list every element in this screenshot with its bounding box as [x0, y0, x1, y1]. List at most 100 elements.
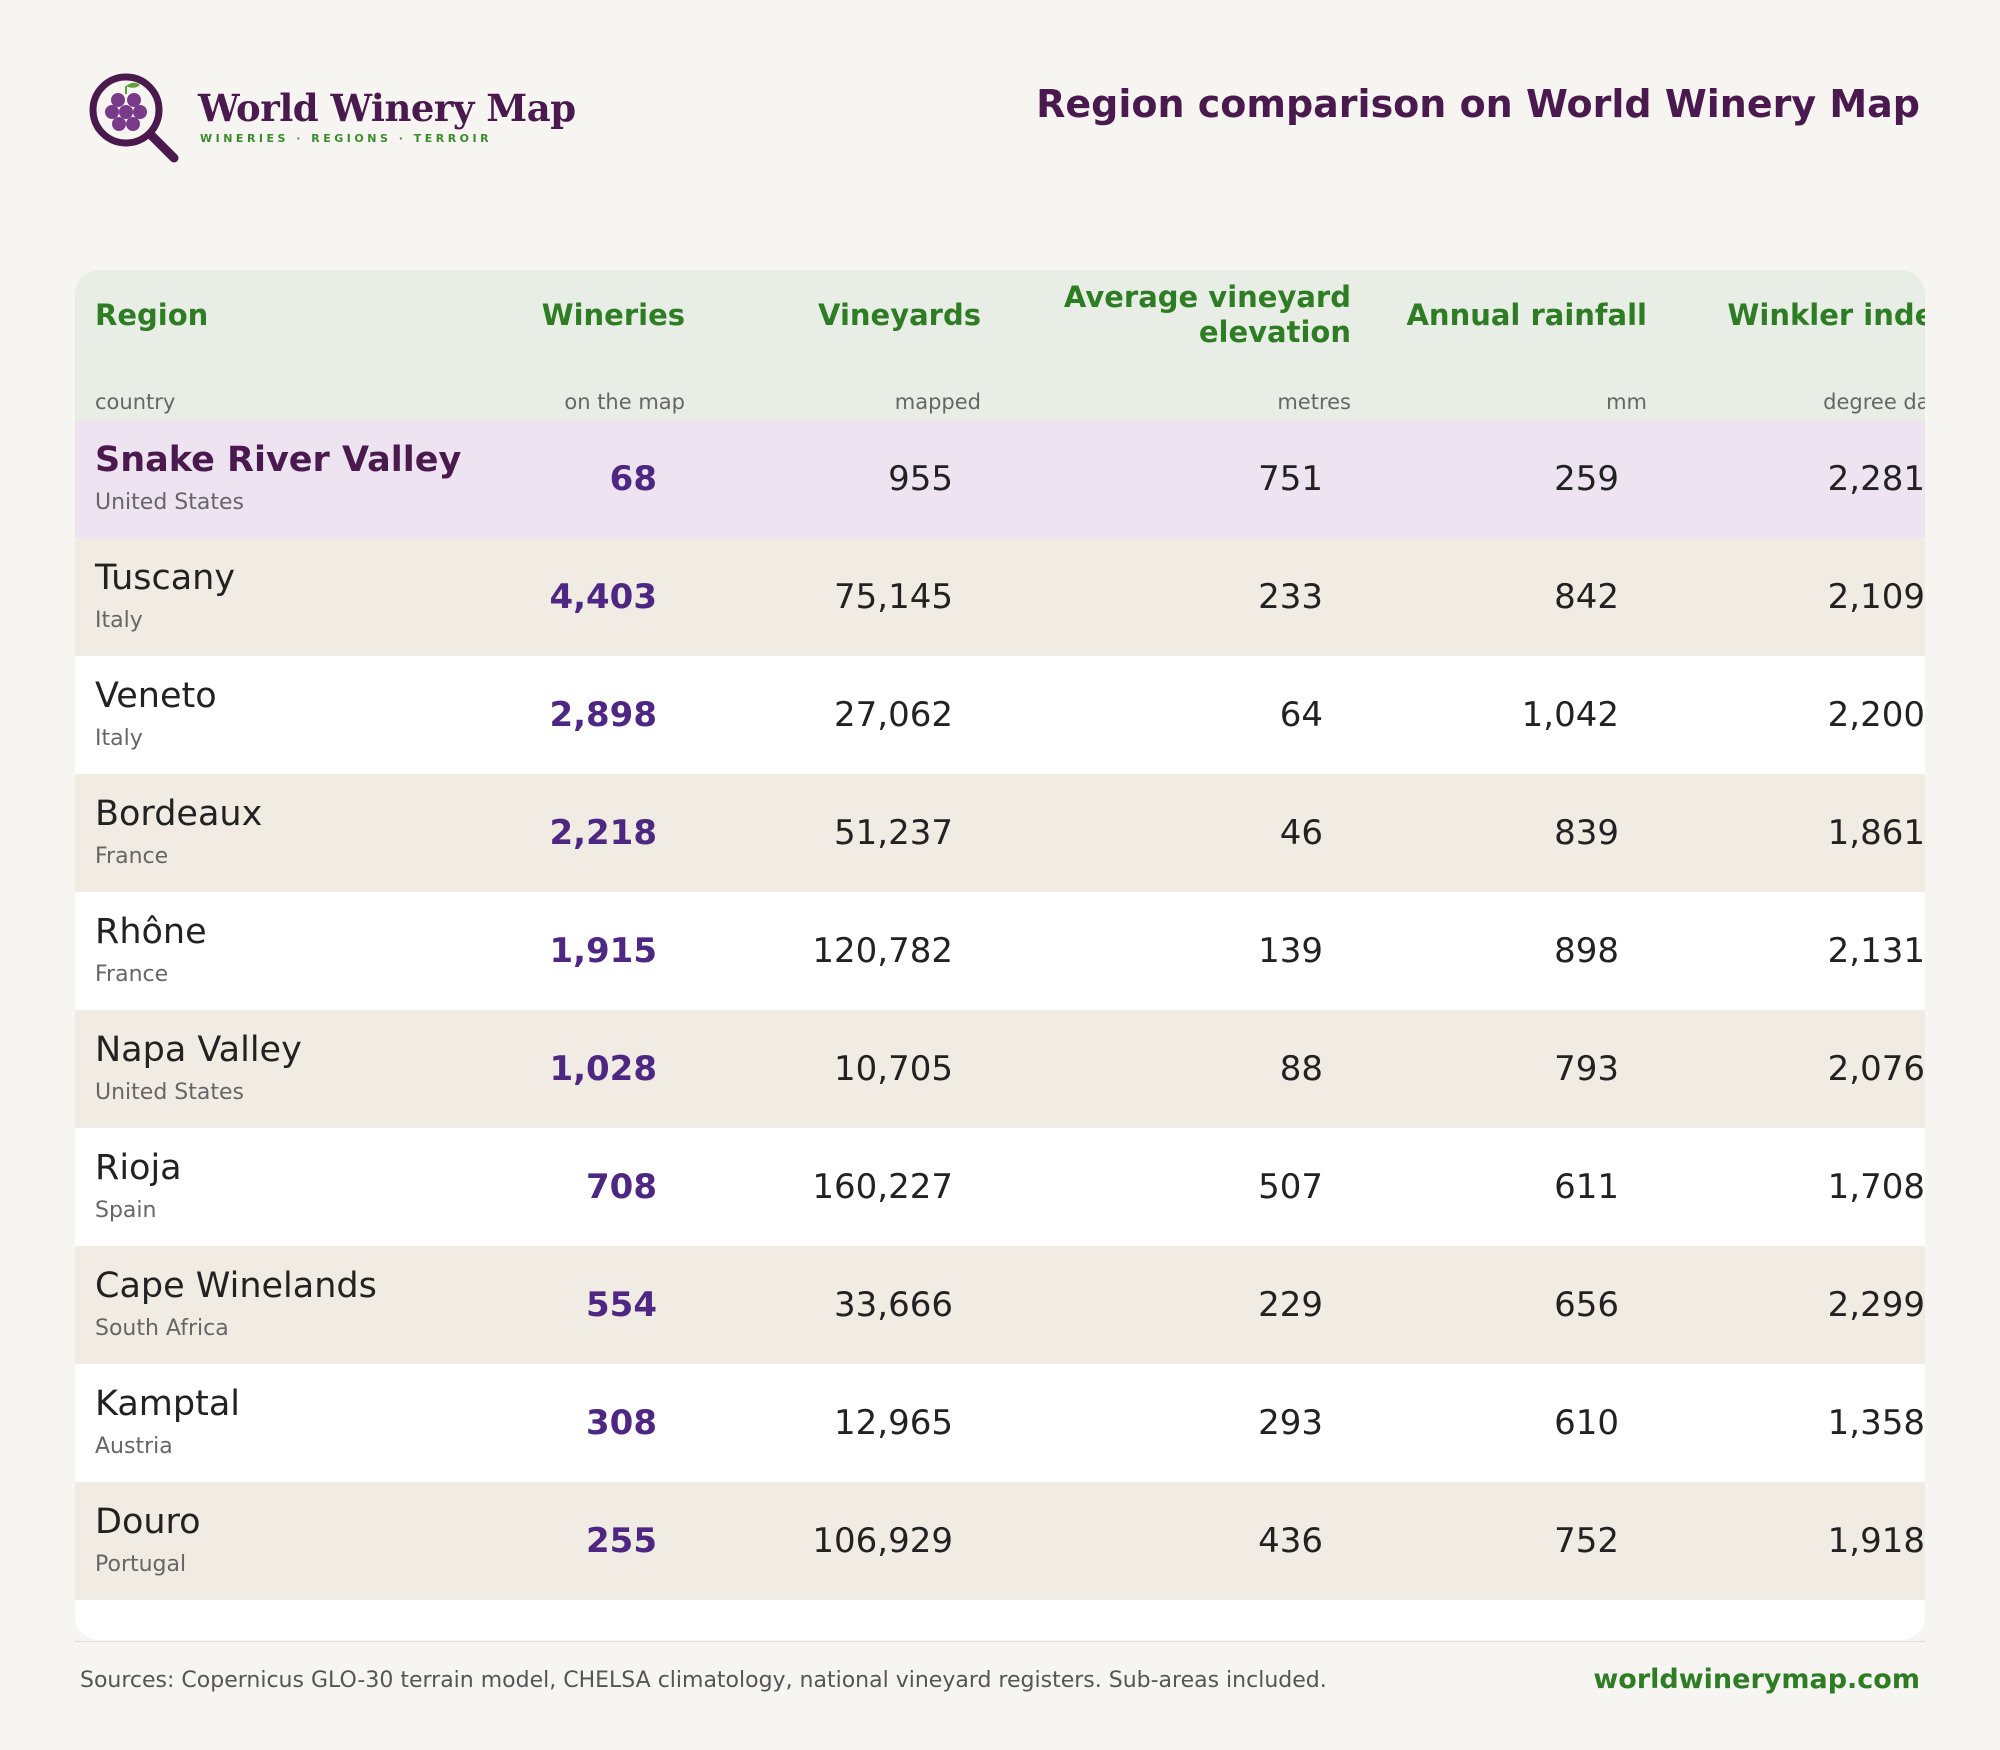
elevation-cell: 139 [1258, 931, 1323, 971]
vineyards-cell: 12,965 [834, 1403, 953, 1443]
vineyards-cell: 160,227 [812, 1167, 953, 1207]
wineries-cell: 1,915 [549, 931, 657, 971]
table-row: Bordeaux France 2,218 51,237 46 839 1,861 [75, 774, 1925, 892]
column-label: Annual rainfall [1406, 298, 1647, 332]
vineyards-cell: 955 [888, 459, 953, 499]
table-row: Veneto Italy 2,898 27,062 64 1,042 2,200 [75, 656, 1925, 774]
wineries-cell: 2,218 [549, 813, 657, 853]
site-link[interactable]: worldwinerymap.com [1593, 1664, 1920, 1695]
column-label: Region [95, 298, 209, 332]
elevation-cell: 293 [1258, 1403, 1323, 1443]
winkler-cell: 2,131 [1827, 931, 1925, 971]
column-header-region: Region country [95, 298, 395, 414]
winkler-cell: 2,281 [1827, 459, 1925, 499]
column-header-rainfall: Annual rainfall mm [1365, 298, 1647, 414]
rainfall-cell: 610 [1554, 1403, 1619, 1443]
rainfall-cell: 752 [1554, 1521, 1619, 1561]
region-name: Snake River Valley [95, 440, 462, 480]
region-country: United States [95, 490, 244, 515]
wineries-cell: 255 [586, 1521, 657, 1561]
winkler-cell: 2,299 [1827, 1285, 1925, 1325]
column-label: Winkler index [1727, 298, 1925, 332]
rainfall-cell: 656 [1554, 1285, 1619, 1325]
column-header-elevation: Average vineyard elevation metres [995, 280, 1351, 414]
rainfall-cell: 1,042 [1521, 695, 1619, 735]
winkler-cell: 1,861 [1827, 813, 1925, 853]
column-unit: mm [1606, 390, 1647, 414]
region-name: Tuscany [95, 558, 236, 598]
winkler-cell: 2,076 [1827, 1049, 1925, 1089]
region-name: Veneto [95, 676, 217, 716]
magnifier-grape-icon [89, 73, 179, 163]
region-country: France [95, 844, 169, 869]
region-name: Kamptal [95, 1384, 240, 1424]
region-country: South Africa [95, 1316, 229, 1341]
winkler-cell: 1,708 [1827, 1167, 1925, 1207]
elevation-cell: 507 [1258, 1167, 1323, 1207]
vineyards-cell: 106,929 [812, 1521, 953, 1561]
table-row: Douro Portugal 255 106,929 436 752 1,918 [75, 1482, 1925, 1600]
vineyards-cell: 27,062 [834, 695, 953, 735]
winkler-cell: 2,109 [1827, 577, 1925, 617]
region-country: United States [95, 1080, 244, 1105]
vineyards-cell: 51,237 [834, 813, 953, 853]
winkler-cell: 2,200 [1827, 695, 1925, 735]
column-unit: country [95, 390, 176, 414]
elevation-cell: 88 [1279, 1049, 1323, 1089]
vineyards-cell: 75,145 [834, 577, 953, 617]
region-country: Portugal [95, 1552, 187, 1577]
elevation-cell: 229 [1258, 1285, 1323, 1325]
wineries-cell: 68 [609, 459, 657, 499]
table-row: Rhône France 1,915 120,782 139 898 2,131 [75, 892, 1925, 1010]
wineries-cell: 308 [586, 1403, 657, 1443]
column-header-vineyards: Vineyards mapped [695, 298, 981, 414]
column-unit: mapped [894, 390, 981, 414]
region-name: Rhône [95, 912, 207, 952]
winkler-cell: 1,358 [1827, 1403, 1925, 1443]
region-name: Douro [95, 1502, 201, 1542]
column-label: Wineries [541, 298, 685, 332]
region-name: Rioja [95, 1148, 182, 1188]
region-country: Italy [95, 608, 143, 633]
elevation-cell: 436 [1258, 1521, 1323, 1561]
vineyards-cell: 10,705 [834, 1049, 953, 1089]
column-label: Average vineyard [1063, 280, 1351, 314]
wineries-cell: 708 [586, 1167, 657, 1207]
column-header-wineries: Wineries on the map [395, 298, 685, 414]
region-name: Napa Valley [95, 1030, 302, 1070]
wineries-cell: 2,898 [549, 695, 657, 735]
table-row: Tuscany Italy 4,403 75,145 233 842 2,109 [75, 538, 1925, 656]
page-header: World Winery Map WINERIES · REGIONS · TE… [0, 0, 2000, 200]
comparison-table: Region country Wineries on the map Viney… [75, 270, 1925, 1640]
column-header-winkler: Winkler index degree days [1665, 298, 1925, 414]
rainfall-cell: 842 [1554, 577, 1619, 617]
table-row: Rioja Spain 708 160,227 507 611 1,708 [75, 1128, 1925, 1246]
elevation-cell: 751 [1258, 459, 1323, 499]
vineyards-cell: 120,782 [812, 931, 953, 971]
region-country: Spain [95, 1198, 157, 1223]
region-country: Austria [95, 1434, 173, 1459]
region-country: Italy [95, 726, 143, 751]
page-title: Region comparison on World Winery Map [1036, 82, 1920, 126]
brand-tagline: WINERIES · REGIONS · TERROIR [200, 132, 493, 145]
wineries-cell: 554 [586, 1285, 657, 1325]
rainfall-cell: 898 [1554, 931, 1619, 971]
table-row: Snake River Valley United States 68 955 751 2… [75, 420, 1925, 538]
elevation-cell: 64 [1279, 695, 1323, 735]
rainfall-cell: 793 [1554, 1049, 1619, 1089]
table-row: Napa Valley United States 1,028 10,705 88 793… [75, 1010, 1925, 1128]
region-name: Bordeaux [95, 794, 263, 834]
footer-divider [75, 1641, 1925, 1642]
column-unit: degree days [1823, 390, 1925, 414]
wineries-cell: 4,403 [549, 577, 657, 617]
column-unit: metres [1277, 390, 1351, 414]
column-unit: on the map [564, 390, 685, 414]
rainfall-cell: 839 [1554, 813, 1619, 853]
winkler-cell: 1,918 [1827, 1521, 1925, 1561]
sources-note: Sources: Copernicus GLO-30 terrain model… [80, 1668, 1327, 1693]
column-label: Vineyards [818, 298, 981, 332]
column-label: elevation [1198, 315, 1351, 349]
table-row: Kamptal Austria 308 12,965 293 610 1,358 [75, 1364, 1925, 1482]
vineyards-cell: 33,666 [834, 1285, 953, 1325]
elevation-cell: 233 [1258, 577, 1323, 617]
